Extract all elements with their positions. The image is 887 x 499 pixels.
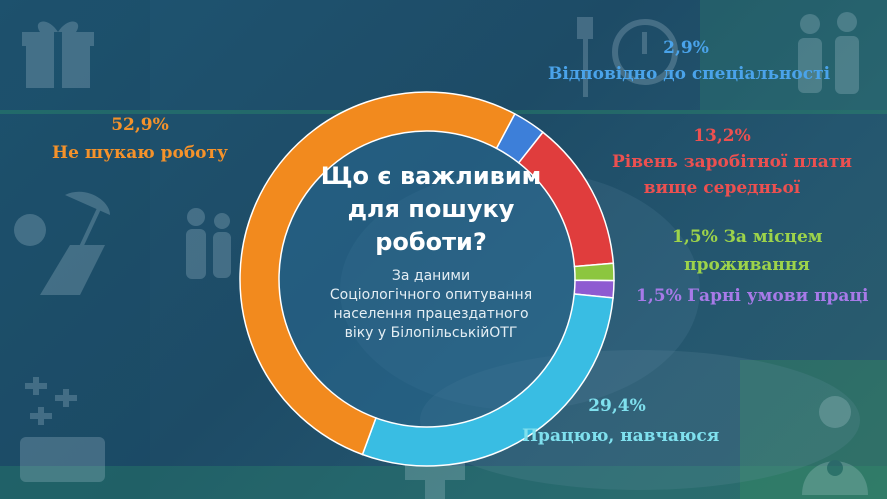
data-label-residence: 1,5% За місцем проживання (672, 227, 823, 275)
data-label-text: вище середньої (643, 178, 801, 198)
data-label-working: 29,4% Працюю, навчаюся (522, 396, 720, 446)
chart-subtitle: За даними Соціологічного опитування насе… (300, 267, 562, 343)
chart-subtitle-line: віку у БілопільськійОТГ (344, 325, 518, 341)
data-label-text: Рівень заробітної плати (612, 152, 852, 172)
people-icon (186, 208, 231, 279)
wallet-plus-icon (20, 377, 105, 482)
chart-subtitle-line: За даними (391, 268, 471, 284)
team-icon (798, 12, 859, 94)
data-label-text: За місцем (723, 227, 823, 247)
donut-center-disc (279, 131, 575, 427)
chart-title-line: роботи? (375, 228, 487, 256)
data-label-text: Працюю, навчаюся (522, 426, 720, 446)
data-label-text: Гарні умови праці (687, 286, 869, 306)
data-label-speciality: 2,9% Відповідно до спеціальності (548, 38, 831, 84)
data-label-percent: 1,5% (636, 286, 682, 306)
data-label-salary: 13,2% Рівень заробітної плати вище серед… (612, 126, 852, 198)
data-label-not-searching: 52,9% Не шукаю роботу (50, 115, 230, 163)
data-label-percent: 1,5% (672, 227, 718, 247)
chart-subtitle-line: Соціологічного опитування (329, 287, 533, 303)
data-label-text: проживання (684, 255, 810, 275)
chart-title-line: для пошуку (347, 195, 515, 223)
medal-person-icon (802, 396, 868, 495)
chart-subtitle-line: населення працездатного (333, 306, 529, 322)
data-label-text: Не шукаю роботу (52, 143, 228, 163)
donut-slice-not-searching (239, 91, 516, 456)
donut-slice-residence (573, 262, 615, 282)
cutlery-icon (577, 17, 678, 97)
data-label-percent: 52,9% (111, 115, 169, 135)
data-label-percent: 13,2% (693, 126, 751, 146)
gift-icon (22, 21, 94, 88)
data-label-text: Відповідно до спеціальності (548, 64, 831, 84)
data-label-percent: 29,4% (588, 396, 646, 416)
data-label-conditions: 1,5% Гарні умови праці (636, 286, 868, 306)
donut-slices (239, 91, 615, 467)
beach-chair-icon (14, 191, 110, 295)
chart-title: Що є важливим для пошуку роботи? (300, 160, 562, 259)
data-label-percent: 2,9% (663, 38, 709, 58)
chart-title-line: Що є важливим (320, 162, 542, 190)
